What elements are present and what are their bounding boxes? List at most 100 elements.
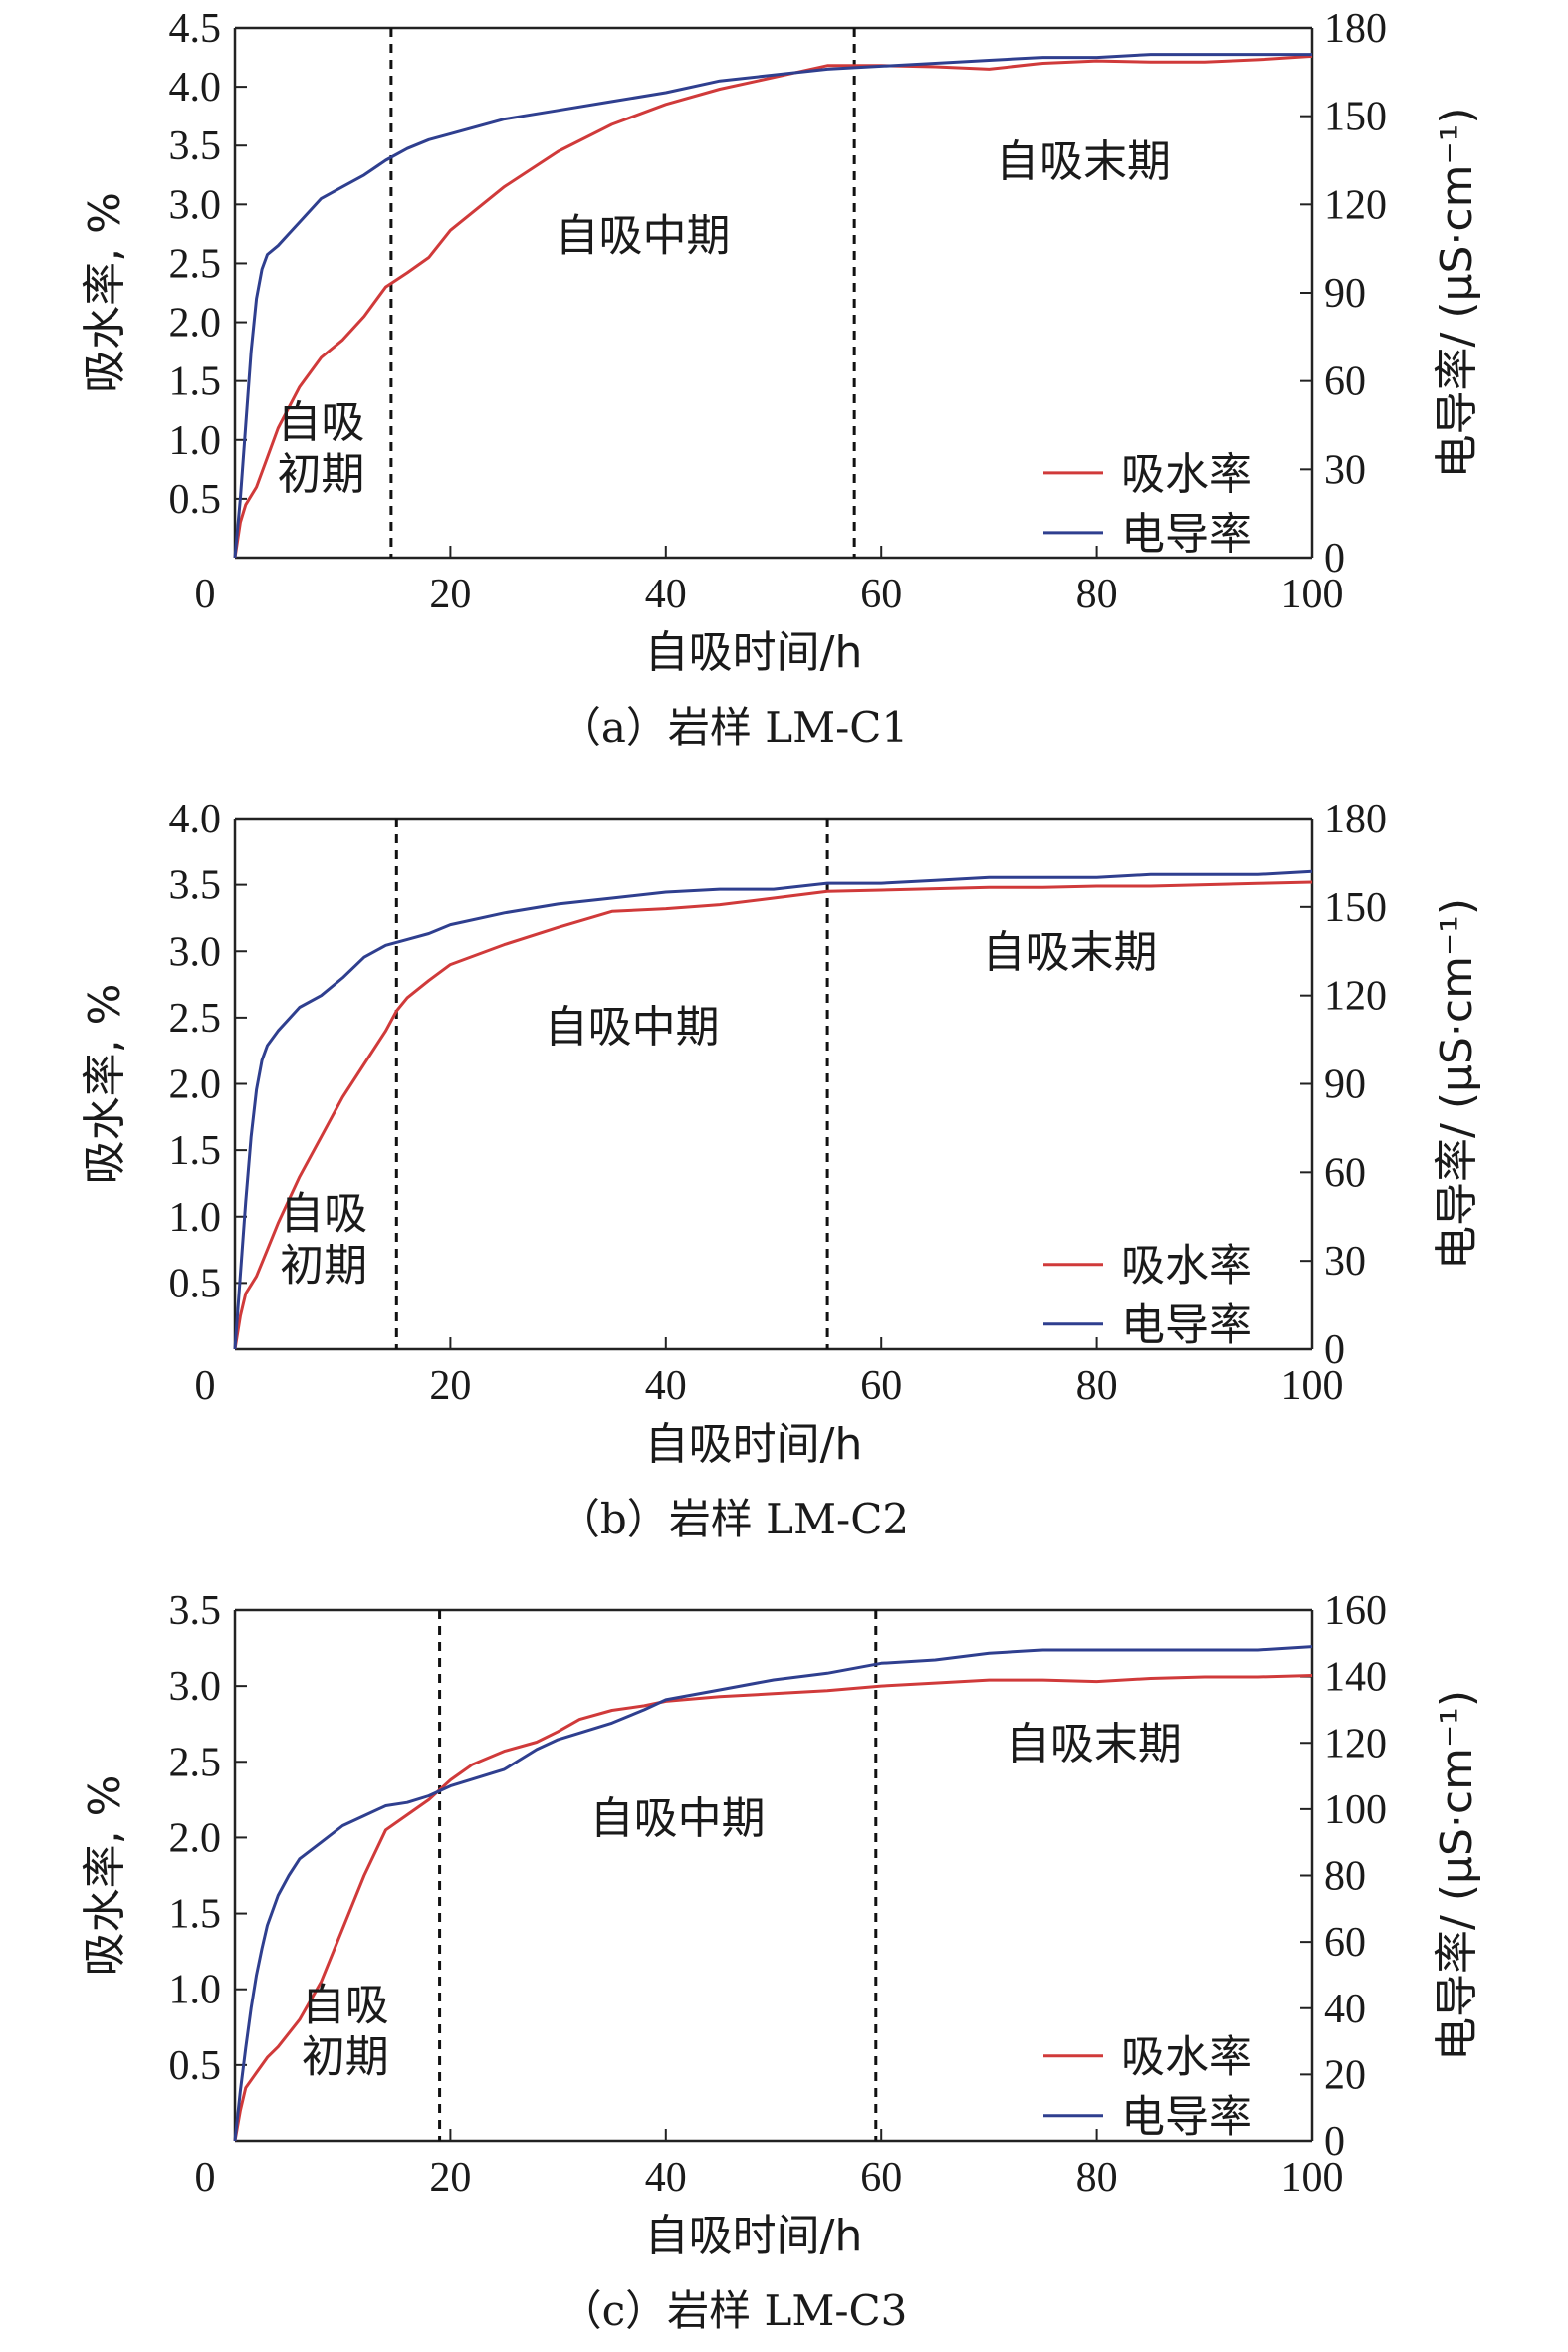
right-y-tick-label: 60 [1324,1150,1366,1196]
phase-label-early-line1: 自吸 [277,397,364,448]
right-y-tick-label: 150 [1324,885,1387,931]
left-y-tick-label: 4.0 [169,797,222,842]
right-y-axis-label: 电导率/ (μS·cm⁻¹) [1432,898,1482,1270]
right-y-tick-label: 120 [1324,974,1387,1020]
phase-label-early-line1: 自吸 [280,1189,367,1240]
right-y-tick-label: 180 [1324,6,1387,52]
conductivity-series-line [233,53,1312,559]
left-y-tick-label: 3.5 [169,1588,222,1634]
right-y-tick-label: 60 [1324,359,1366,405]
x-tick-label: 80 [1076,1363,1118,1409]
legend-label-conductivity: 电导率 [1121,1300,1252,1351]
right-y-tick-label: 120 [1324,182,1387,228]
right-y-tick-label: 0 [1324,536,1345,582]
left-y-tick-label: 1.0 [169,418,222,464]
left-y-tick-label: 1.5 [169,1128,222,1174]
right-y-tick-label: 0 [1324,1327,1345,1373]
phase-label-middle: 自吸中期 [545,1002,720,1053]
phase-label-late: 自吸末期 [1007,1719,1182,1769]
x-tick-label: 80 [1076,572,1118,617]
panel-caption: （a）岩样 LM-C1 [560,703,908,752]
x-tick-label: 20 [429,2155,471,2201]
left-y-tick-label: 2.5 [169,1740,222,1785]
left-y-tick-label: 3.0 [169,182,222,228]
right-y-tick-label: 180 [1324,797,1387,842]
left-y-tick-label: 4.5 [169,6,222,52]
x-tick-label: 20 [429,572,471,617]
chart-panel-c: 0 20 40 60 80 100 0.5 1.0 1.5 2.0 2.5 3.0 3.5 0 20 40 60… [80,1588,1482,2335]
right-y-tick-label: 30 [1324,1239,1366,1285]
right-y-axis-label: 电导率/ (μS·cm⁻¹) [1432,1690,1482,2061]
phase-label-late: 自吸末期 [996,136,1171,187]
x-tick-label: 100 [1281,572,1344,617]
right-y-tick-label: 100 [1324,1787,1387,1833]
left-y-tick-label: 0.5 [169,2043,222,2089]
left-y-tick-label: 3.5 [169,863,222,909]
x-tick-label: 100 [1281,1363,1344,1409]
left-y-tick-label: 2.0 [169,301,222,347]
left-y-tick-label: 0.5 [169,1261,222,1306]
phase-label-early-line2: 初期 [277,449,364,500]
left-y-tick-label: 1.5 [169,359,222,405]
x-tick-label: 0 [195,572,216,617]
conductivity-series-line [233,1645,1313,2142]
left-y-tick-label: 2.0 [169,1062,222,1108]
right-y-tick-label: 120 [1324,1721,1387,1766]
panel-caption: （c）岩样 LM-C3 [560,2286,908,2335]
right-y-tick-label: 150 [1324,95,1387,140]
right-y-tick-label: 40 [1324,1987,1366,2032]
right-y-tick-label: 140 [1324,1655,1387,1701]
right-y-tick-label: 80 [1324,1854,1366,1900]
left-y-axis-label: 吸水率, % [80,192,130,393]
left-y-tick-label: 3.0 [169,929,222,975]
right-y-tick-label: 20 [1324,2052,1366,2098]
phase-label-middle: 自吸中期 [590,1793,766,1844]
right-y-tick-label: 90 [1324,271,1366,317]
right-y-tick-label: 160 [1324,1588,1387,1634]
chart-panel-b: 0 20 40 60 80 100 0.5 1.0 1.5 2.0 2.5 3.0 3.5 4.0 0 30 6… [80,797,1482,1543]
right-y-tick-label: 90 [1324,1062,1366,1108]
x-tick-label: 80 [1076,2155,1118,2201]
left-y-tick-label: 4.0 [169,65,222,111]
phase-label-late: 自吸末期 [983,927,1158,978]
x-tick-label: 40 [645,572,687,617]
left-y-tick-label: 3.5 [169,123,222,169]
phase-label-early-line2: 初期 [280,1241,367,1292]
right-y-tick-label: 0 [1324,2119,1345,2165]
left-y-axis-label: 吸水率, % [80,1775,130,1977]
x-axis-label: 自吸时间/h [645,2211,863,2261]
legend-label-water: 吸水率 [1121,1241,1252,1292]
x-axis-label: 自吸时间/h [645,1419,863,1470]
x-tick-label: 20 [429,1363,471,1409]
left-y-axis-label: 吸水率, % [80,984,130,1185]
right-y-tick-label: 60 [1324,1920,1366,1966]
legend-label-water: 吸水率 [1121,449,1252,500]
left-y-tick-label: 0.5 [169,477,222,523]
legend-label-conductivity: 电导率 [1121,509,1252,560]
conductivity-series-line [233,869,1313,1350]
phase-label-early-line1: 自吸 [302,1981,389,2031]
left-y-tick-label: 2.5 [169,241,222,287]
left-y-tick-label: 1.0 [169,1195,222,1241]
legend-label-conductivity: 电导率 [1121,2092,1252,2143]
x-tick-label: 0 [195,2155,216,2201]
panel-caption: （b）岩样 LM-C2 [559,1495,909,1543]
x-tick-label: 100 [1281,2155,1344,2201]
x-tick-label: 60 [860,572,902,617]
x-axis-label: 自吸时间/h [645,627,863,678]
right-y-tick-label: 30 [1324,447,1366,493]
water-absorption-series-line [233,54,1313,559]
left-y-tick-label: 2.0 [169,1815,222,1861]
x-tick-label: 0 [195,1363,216,1409]
x-tick-label: 40 [645,2155,687,2201]
right-y-axis-label: 电导率/ (μS·cm⁻¹) [1432,108,1482,479]
left-y-tick-label: 3.0 [169,1664,222,1710]
chart-panel-a: 0 20 40 60 80 100 0.5 1.0 1.5 2.0 2.5 3.0 3.5 4.0 4.5 0… [80,6,1482,752]
x-tick-label: 60 [860,2155,902,2201]
x-tick-label: 40 [645,1363,687,1409]
x-tick-label: 60 [860,1363,902,1409]
left-y-tick-label: 2.5 [169,996,222,1042]
legend-label-water: 吸水率 [1121,2032,1252,2083]
left-y-tick-label: 1.0 [169,1968,222,2013]
